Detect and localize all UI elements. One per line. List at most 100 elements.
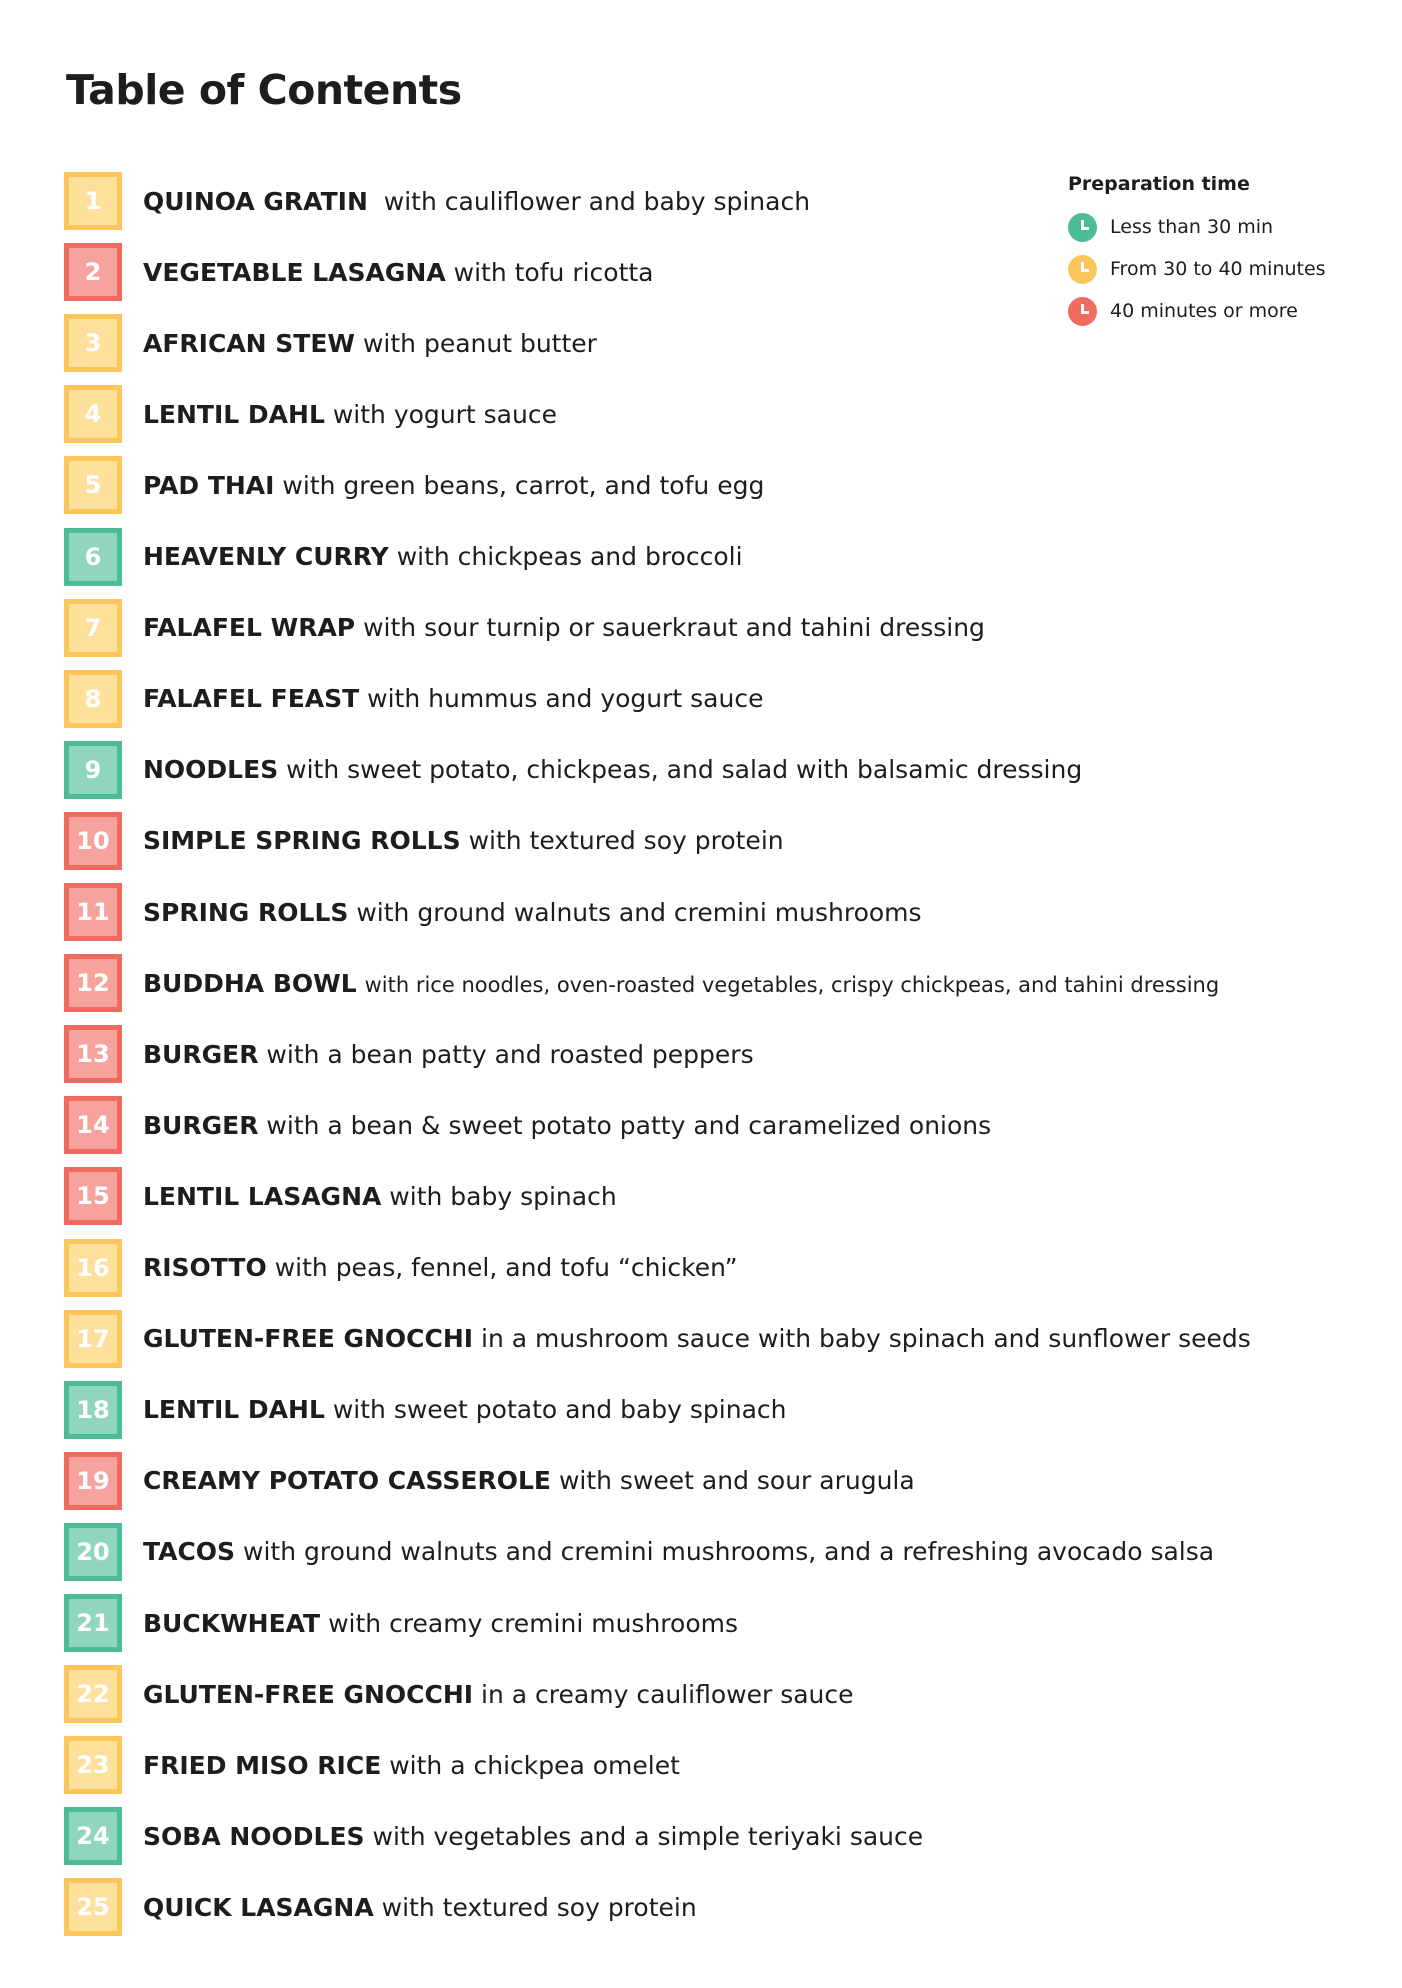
entry-text: QUICK LASAGNA with textured soy protein [143,1893,697,1922]
recipe-name: GLUTEN-FREE GNOCCHI [143,1679,474,1709]
toc-entry[interactable]: 1 QUINOA GRATIN with cauliflower and bab… [64,172,810,230]
toc-entry[interactable]: 20 TACOS with ground walnuts and cremini… [64,1522,1214,1581]
toc-entry[interactable]: 7 FALAFEL WRAP with sour turnip or sauer… [64,598,985,657]
entry-text: SPRING ROLLS with ground walnuts and cre… [143,898,922,927]
recipe-number-badge: 20 [64,1522,122,1581]
toc-entry[interactable]: 5 PAD THAI with green beans, carrot, and… [64,456,764,515]
toc-entry[interactable]: 10 SIMPLE SPRING ROLLS with textured soy… [64,811,784,870]
entry-text: NOODLES with sweet potato, chickpeas, an… [143,755,1082,784]
recipe-number-badge: 18 [64,1380,122,1439]
toc-entry[interactable]: 13 BURGER with a bean patty and roasted … [64,1025,754,1084]
toc-entry[interactable]: 24 SOBA NOODLES with vegetables and a si… [64,1807,923,1866]
entry-text: FRIED MISO RICE with a chickpea omelet [143,1751,680,1780]
legend-item: From 30 to 40 minutes [1068,245,1326,293]
entry-text: BUCKWHEAT with creamy cremini mushrooms [143,1609,738,1638]
entry-text: GLUTEN-FREE GNOCCHI in a creamy cauliflo… [143,1680,854,1709]
entry-text: GLUTEN-FREE GNOCCHI in a mushroom sauce … [143,1324,1251,1353]
recipe-name: CREAMY POTATO CASSEROLE [143,1466,551,1496]
recipe-description: in a creamy cauliflower sauce [481,1679,854,1709]
recipe-name: VEGETABLE LASAGNA [143,257,446,287]
legend-item: Less than 30 min [1068,203,1326,251]
toc-entry[interactable]: 23 FRIED MISO RICE with a chickpea omele… [64,1736,680,1795]
recipe-name: RISOTTO [143,1253,267,1282]
legend-title: Preparation time [1068,173,1250,195]
entry-text: BUDDHA BOWL with rice noodles, oven-roas… [143,969,1219,998]
recipe-number-badge: 11 [64,883,122,941]
recipe-number-badge: 8 [64,669,122,728]
recipe-name: GLUTEN-FREE GNOCCHI [143,1324,474,1354]
recipe-description: with sweet potato and baby spinach [332,1395,787,1425]
recipe-name: TACOS [143,1537,236,1567]
recipe-description: with sour turnip or sauerkraut and tahin… [363,613,985,643]
recipe-description: with sweet and sour arugula [558,1466,915,1496]
clock-icon [1068,212,1097,242]
recipe-description: with baby spinach [389,1181,617,1211]
toc-entry[interactable]: 17 GLUTEN-FREE GNOCCHI in a mushroom sau… [64,1309,1251,1368]
legend-label: 40 minutes or more [1110,300,1298,322]
entry-text: BURGER with a bean & sweet potato patty … [143,1111,991,1140]
recipe-name: NOODLES [143,755,279,785]
recipe-description: with peanut butter [362,328,597,358]
preparation-time-legend: Preparation time Less than 30 min From 3… [1068,173,1326,335]
recipe-name: FALAFEL FEAST [143,684,360,714]
recipe-number-badge: 22 [64,1665,122,1724]
entry-text: RISOTTO with peas, fennel, and tofu “chi… [143,1253,738,1282]
recipe-name: BUDDHA BOWL [143,968,357,998]
entry-text: AFRICAN STEW with peanut butter [143,329,597,358]
entry-text: SIMPLE SPRING ROLLS with textured soy pr… [143,826,784,855]
recipe-description: with tofu ricotta [453,257,654,287]
toc-entry[interactable]: 21 BUCKWHEAT with creamy cremini mushroo… [64,1594,738,1652]
recipe-description: with chickpeas and broccoli [396,542,743,571]
recipe-description: with a bean patty and roasted peppers [266,1039,754,1069]
toc-entry[interactable]: 18 LENTIL DAHL with sweet potato and bab… [64,1380,787,1439]
toc-entry[interactable]: 19 CREAMY POTATO CASSEROLE with sweet an… [64,1451,915,1510]
toc-entry[interactable]: 4 LENTIL DAHL with yogurt sauce [64,385,557,444]
recipe-name: BURGER [143,1039,259,1069]
recipe-number-badge: 2 [64,243,122,302]
recipe-name: LENTIL DAHL [143,1395,325,1425]
recipe-name: AFRICAN STEW [143,328,356,358]
recipe-description: with textured soy protein [381,1892,697,1922]
recipe-description: in a mushroom sauce with baby spinach an… [481,1324,1251,1354]
recipe-number-badge: 14 [64,1096,122,1155]
toc-entry[interactable]: 22 GLUTEN-FREE GNOCCHI in a creamy cauli… [64,1665,854,1724]
toc-entry[interactable]: 15 LENTIL LASAGNA with baby spinach [64,1167,617,1226]
legend-label: From 30 to 40 minutes [1110,258,1326,280]
recipe-number-badge: 24 [64,1807,122,1866]
toc-entry[interactable]: 11 SPRING ROLLS with ground walnuts and … [64,883,922,941]
legend-label: Less than 30 min [1110,216,1274,238]
entry-text: LENTIL DAHL with yogurt sauce [143,400,557,429]
recipe-number-badge: 9 [64,740,122,799]
recipe-description: with a bean & sweet potato patty and car… [266,1110,992,1140]
recipe-number-badge: 3 [64,314,122,373]
recipe-description: with rice noodles, oven-roasted vegetabl… [364,972,1220,997]
clock-icon [1068,296,1097,326]
toc-entry[interactable]: 3 AFRICAN STEW with peanut butter [64,314,597,373]
entry-text: PAD THAI with green beans, carrot, and t… [143,471,764,500]
recipe-number-badge: 5 [64,456,122,515]
recipe-number-badge: 4 [64,385,122,444]
toc-entry[interactable]: 6 HEAVENLY CURRY with chickpeas and broc… [64,527,743,586]
recipe-number-badge: 21 [64,1594,122,1652]
recipe-description: with yogurt sauce [332,399,557,429]
page-title: Table of Contents [66,66,462,114]
recipe-number-badge: 6 [64,527,122,586]
entry-text: CREAMY POTATO CASSEROLE with sweet and s… [143,1466,915,1495]
recipe-name: PAD THAI [143,470,275,500]
toc-entry[interactable]: 8 FALAFEL FEAST with hummus and yogurt s… [64,669,763,728]
toc-entry[interactable]: 14 BURGER with a bean & sweet potato pat… [64,1096,991,1155]
recipe-description: with ground walnuts and cremini mushroom… [243,1537,1215,1567]
toc-entry[interactable]: 12 BUDDHA BOWL with rice noodles, oven-r… [64,954,1219,1013]
entry-text: TACOS with ground walnuts and cremini mu… [143,1537,1214,1566]
toc-entry[interactable]: 25 QUICK LASAGNA with textured soy prote… [64,1878,697,1937]
entry-text: HEAVENLY CURRY with chickpeas and brocco… [143,542,743,571]
toc-entry[interactable]: 16 RISOTTO with peas, fennel, and tofu “… [64,1238,738,1297]
recipe-description: with peas, fennel, and tofu “chicken” [274,1253,738,1282]
recipe-description: with a chickpea omelet [389,1750,680,1780]
recipe-number-badge: 15 [64,1167,122,1226]
recipe-name: FRIED MISO RICE [143,1750,382,1780]
clock-icon [1068,254,1097,284]
recipe-name: QUINOA GRATIN [143,186,368,216]
toc-entry[interactable]: 9 NOODLES with sweet potato, chickpeas, … [64,740,1082,799]
toc-entry[interactable]: 2 VEGETABLE LASAGNA with tofu ricotta [64,243,654,302]
